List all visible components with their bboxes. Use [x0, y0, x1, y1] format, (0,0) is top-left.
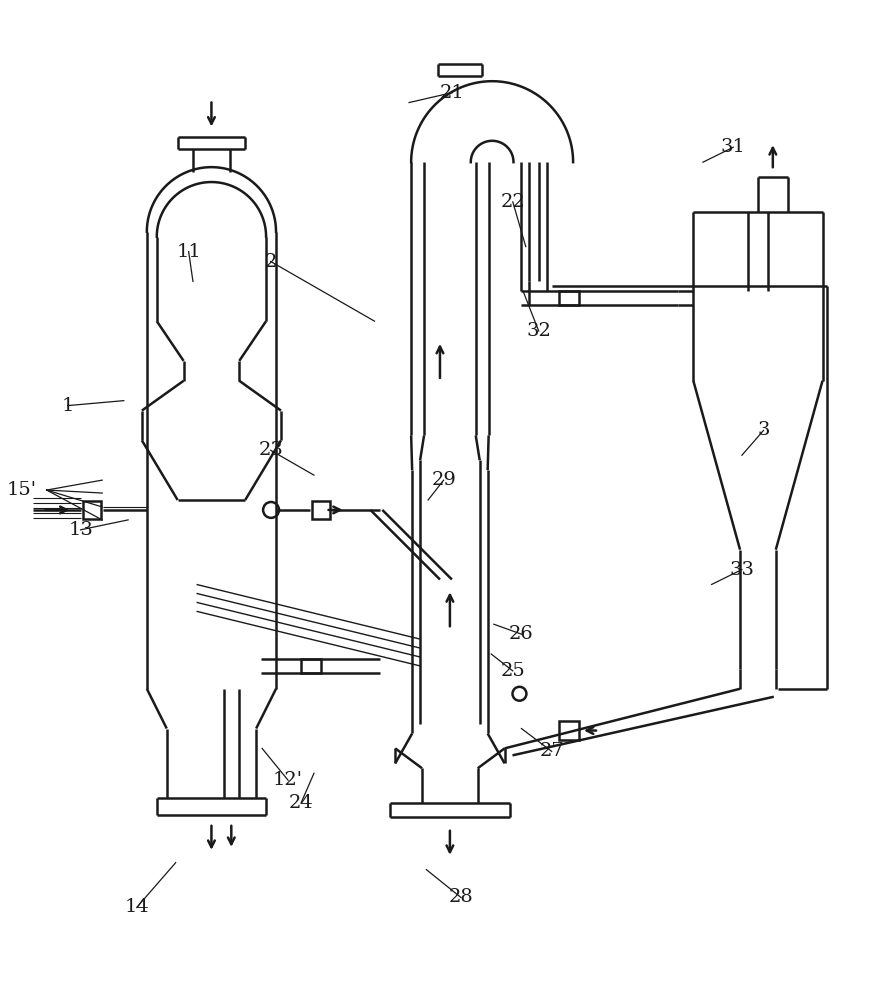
Text: 21: 21 — [440, 84, 464, 102]
Text: 15': 15' — [7, 481, 36, 499]
Text: 2: 2 — [264, 253, 276, 271]
Text: 11: 11 — [176, 243, 201, 261]
Bar — [559, 291, 579, 305]
Bar — [559, 721, 579, 740]
Text: 27: 27 — [539, 742, 563, 760]
Text: 29: 29 — [431, 471, 455, 489]
Text: 23: 23 — [258, 441, 283, 459]
Bar — [83, 501, 101, 519]
Text: 22: 22 — [500, 193, 525, 211]
Text: 3: 3 — [756, 421, 769, 439]
Text: 13: 13 — [68, 521, 93, 539]
Text: 32: 32 — [526, 322, 551, 340]
Text: 31: 31 — [720, 138, 745, 156]
Text: 14: 14 — [124, 898, 149, 916]
Text: 12': 12' — [273, 771, 302, 789]
Text: 28: 28 — [448, 888, 473, 906]
Bar — [301, 659, 321, 673]
Text: 26: 26 — [508, 625, 534, 643]
Text: 25: 25 — [500, 662, 525, 680]
Text: 1: 1 — [62, 397, 74, 415]
Text: 33: 33 — [728, 561, 753, 579]
Bar — [311, 501, 329, 519]
Text: 24: 24 — [289, 794, 313, 812]
